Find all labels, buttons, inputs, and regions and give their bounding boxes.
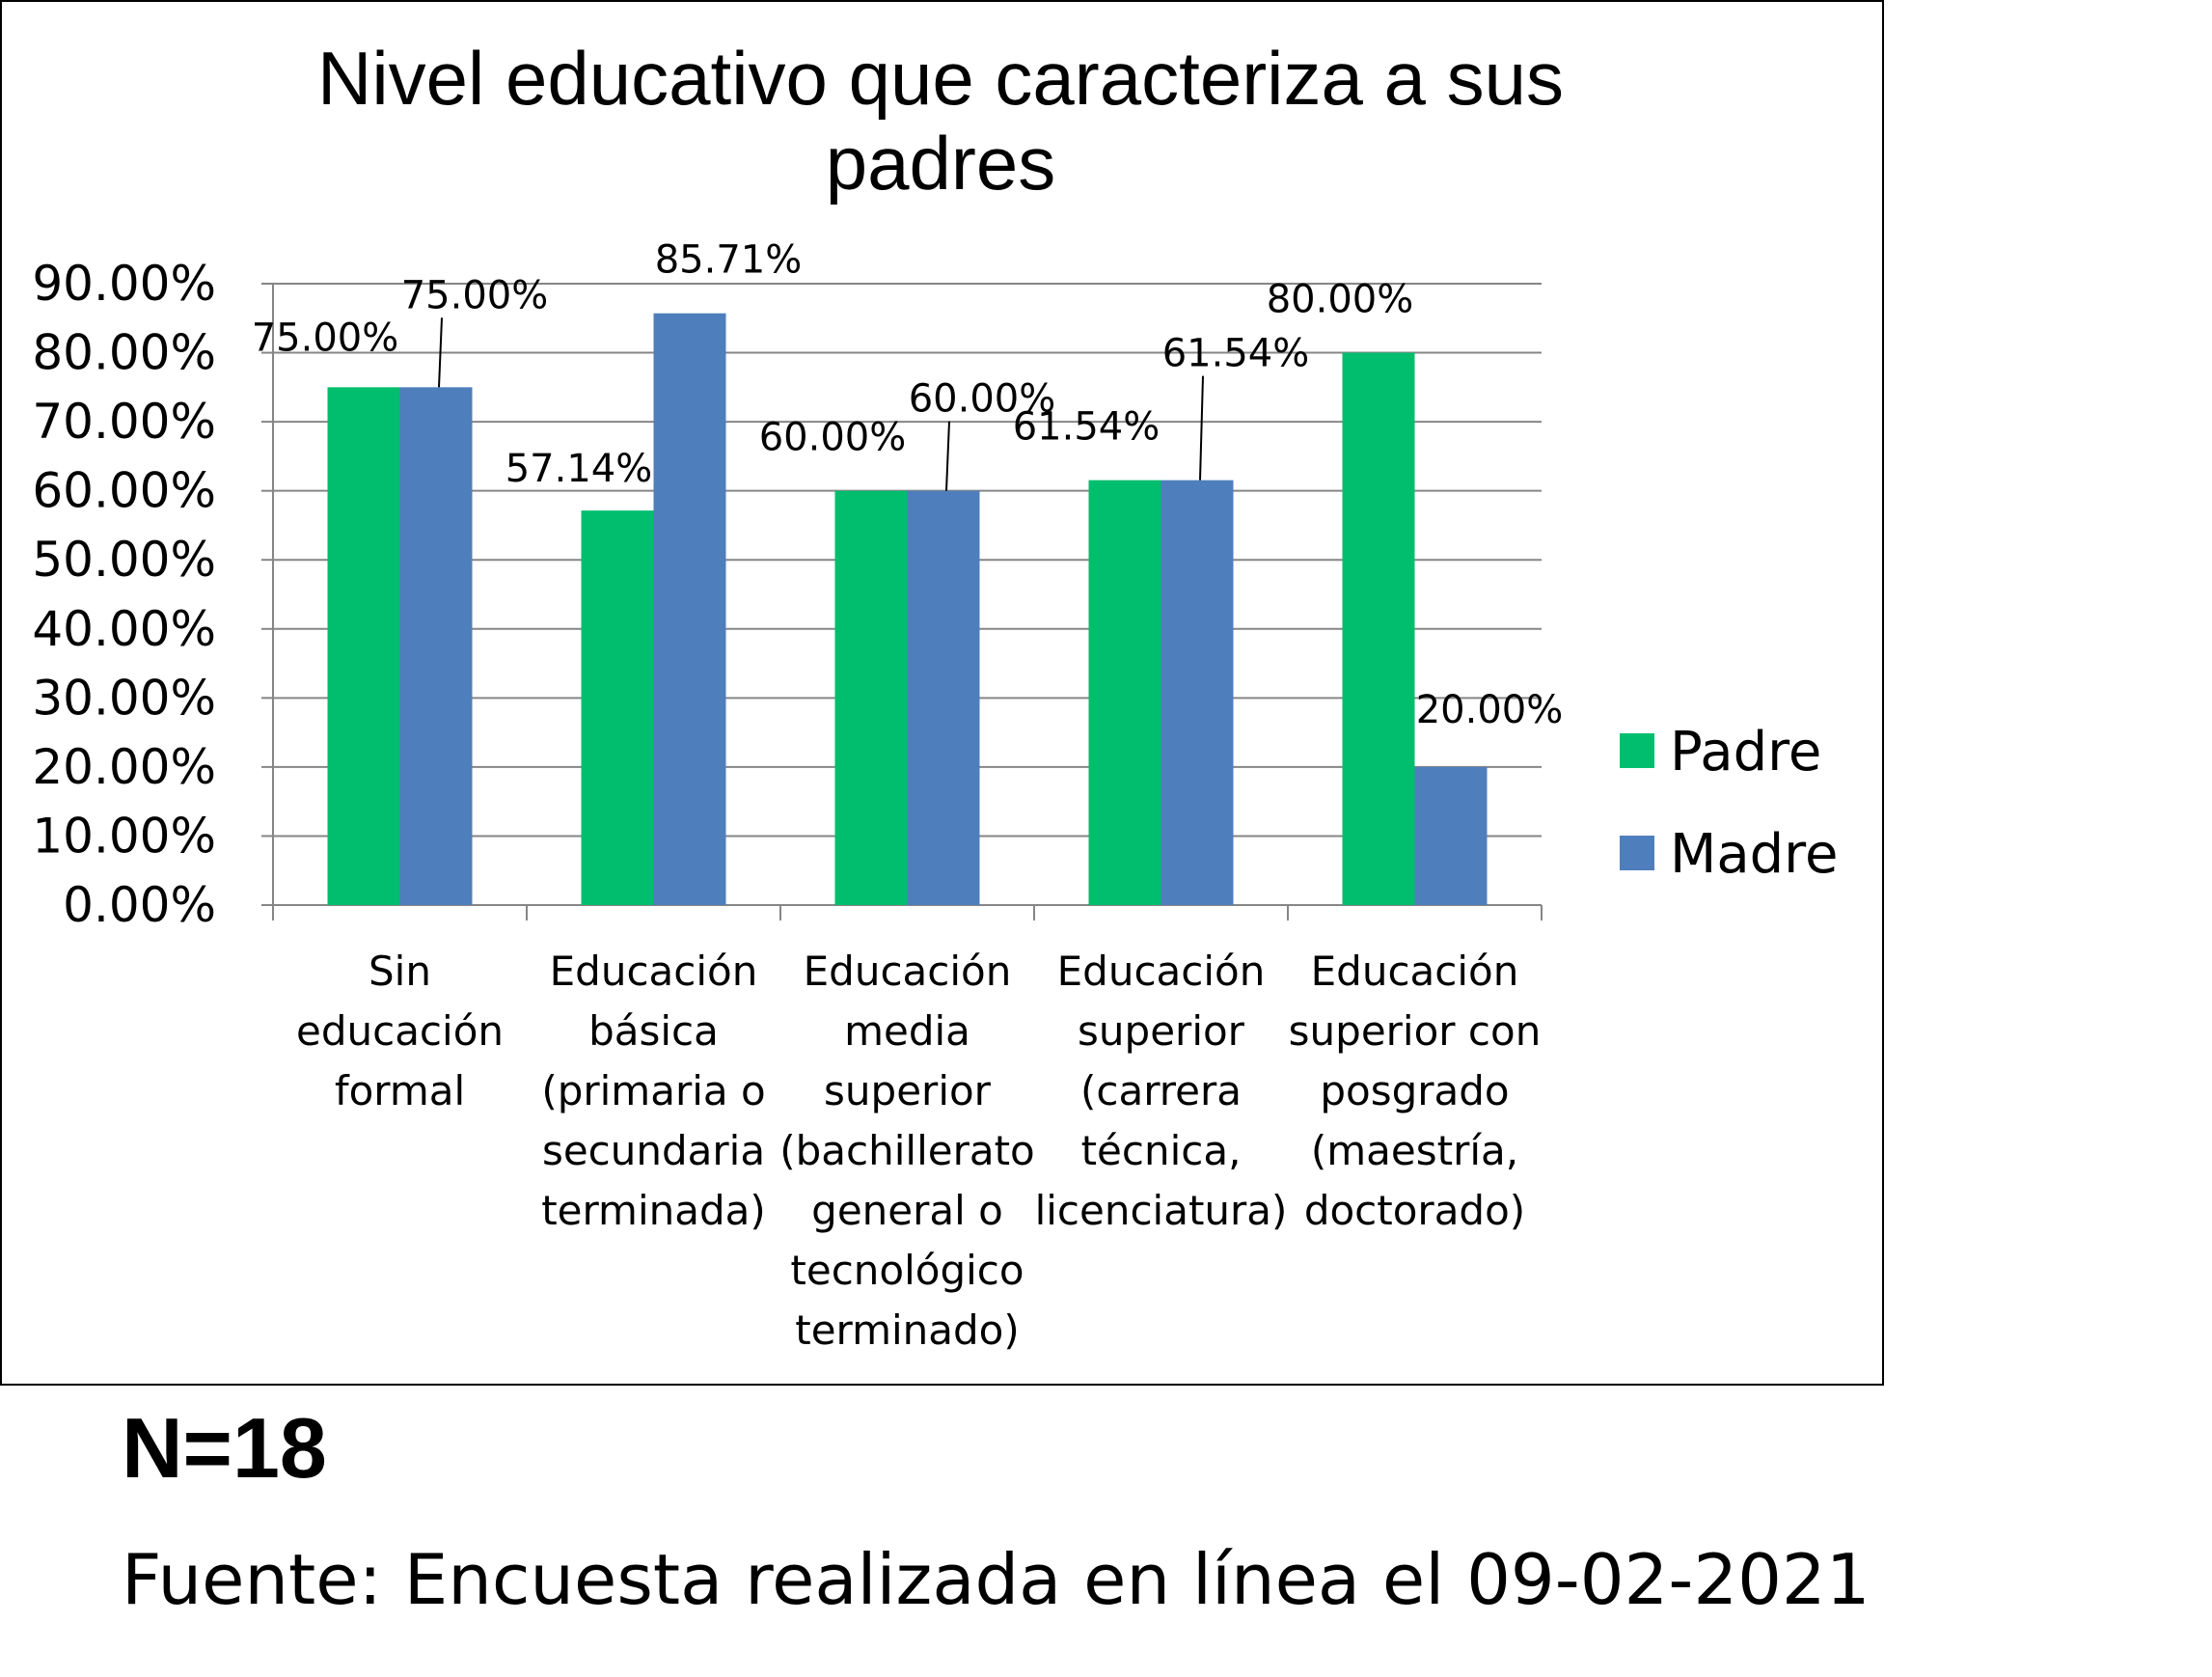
x-tick-label: media (844, 1007, 970, 1055)
x-tick-label: terminado) (795, 1306, 1020, 1354)
data-label-madre: 60.00% (909, 377, 1056, 422)
chart: Nivel educativo que caracteriza a suspad… (32, 36, 1838, 1354)
x-tick-label: Educación (550, 948, 758, 995)
data-label-padre: 80.00% (1267, 278, 1414, 322)
x-tick-label: básica (588, 1007, 719, 1055)
data-label-padre: 60.00% (759, 416, 907, 460)
data-label-madre: 20.00% (1416, 688, 1564, 732)
legend-swatch-madre (1620, 836, 1654, 870)
sample-size-label: N=18 (122, 1400, 327, 1496)
bar-madre (1161, 480, 1234, 905)
bar-padre (581, 510, 654, 905)
legend-swatch-padre (1620, 733, 1654, 768)
y-tick-label: 40.00% (32, 601, 216, 657)
x-tick-label: (bachillerato (779, 1127, 1035, 1174)
x-tick-label: superior con (1289, 1007, 1542, 1055)
x-tick-label: Educación (1057, 948, 1266, 995)
x-tick-label: superior (824, 1067, 992, 1114)
y-tick-label: 20.00% (32, 739, 216, 795)
chart-title-line: padres (826, 121, 1056, 206)
y-tick-label: 0.00% (63, 877, 216, 933)
x-tick-label: (primaria o (541, 1067, 765, 1114)
legend-label-madre: Madre (1670, 823, 1838, 886)
bar-padre (327, 387, 400, 905)
data-label-madre: 75.00% (401, 273, 549, 317)
chart-title-line: Nivel educativo que caracteriza a sus (317, 36, 1564, 121)
bar-madre (1414, 766, 1488, 905)
x-tick-label: tecnológico (790, 1247, 1024, 1294)
x-tick-label: secundaria (542, 1127, 765, 1174)
x-tick-label: terminada) (541, 1187, 766, 1234)
leader-line (945, 421, 950, 491)
source-note: Fuente: Encuesta realizada en línea el 0… (122, 1539, 1871, 1620)
leader-line (1199, 375, 1204, 481)
data-label-madre: 85.71% (655, 238, 803, 283)
leader-line (438, 317, 443, 388)
bar-padre (834, 490, 908, 905)
y-tick-label: 70.00% (32, 394, 216, 450)
y-tick-label: 90.00% (32, 256, 216, 312)
legend-label-padre: Padre (1670, 721, 1821, 784)
x-tick-label: educación (296, 1007, 504, 1055)
x-tick-label: posgrado (1320, 1067, 1509, 1114)
y-tick-label: 30.00% (32, 670, 216, 726)
bar-madre (907, 490, 980, 905)
y-tick-label: 60.00% (32, 463, 216, 519)
bar-padre (1088, 480, 1161, 905)
x-tick-label: doctorado) (1304, 1187, 1525, 1234)
data-label-padre: 61.54% (1013, 405, 1161, 450)
bar-madre (653, 313, 726, 905)
y-tick-label: 80.00% (32, 325, 216, 381)
x-tick-label: Educación (1311, 948, 1519, 995)
data-label-padre: 75.00% (252, 316, 399, 360)
x-tick-label: Sin (369, 948, 431, 995)
y-tick-label: 10.00% (32, 808, 216, 864)
x-tick-label: general o (811, 1187, 1003, 1234)
x-tick-label: Educación (804, 948, 1012, 995)
x-tick-label: técnica, (1081, 1127, 1242, 1174)
x-tick-label: (carrera (1080, 1067, 1242, 1114)
bar-padre (1342, 352, 1415, 905)
x-tick-label: (maestría, (1311, 1127, 1518, 1174)
x-tick-label: formal (335, 1067, 465, 1114)
x-tick-label: superior (1078, 1007, 1245, 1055)
bar-madre (399, 387, 473, 905)
y-tick-label: 50.00% (32, 532, 216, 588)
x-tick-label: licenciatura) (1035, 1187, 1288, 1234)
data-label-padre: 57.14% (505, 447, 653, 491)
data-label-madre: 61.54% (1162, 332, 1310, 376)
